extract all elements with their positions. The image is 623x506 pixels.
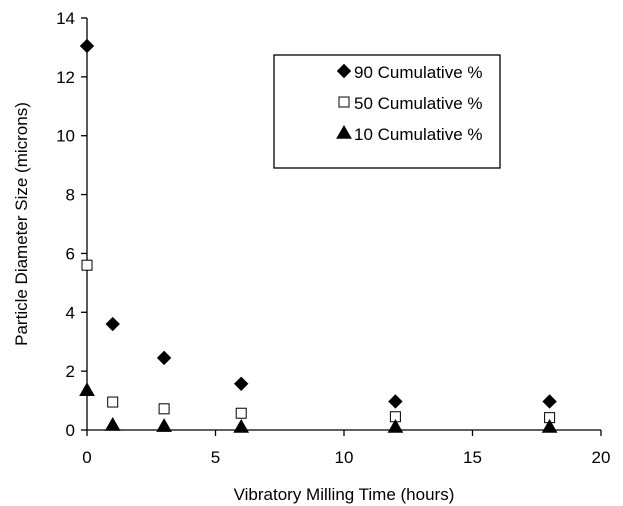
y-tick-label: 14 (56, 9, 75, 28)
data-point-series-2 (235, 407, 247, 419)
data-point-series-3 (541, 419, 558, 433)
data-point-series-2 (107, 396, 119, 408)
legend: 90 Cumulative % 50 Cumulative % 10 Cumulat… (273, 54, 501, 169)
legend-marker-series-2 (338, 96, 350, 108)
y-tick-label: 4 (66, 303, 75, 322)
data-point-series-1 (156, 350, 172, 366)
axes-layer (86, 18, 601, 431)
legend-label-series-3: 10 Cumulative % (354, 125, 483, 144)
data-point-series-3 (79, 382, 95, 397)
legend-box (273, 54, 501, 169)
legend-marker-series-1 (336, 63, 352, 79)
ticks-layer: 0 2 4 6 8 10 12 14 0 5 10 15 20 (56, 9, 610, 467)
data-point-series-1 (542, 394, 557, 409)
y-axis-title: Particle Diameter Size (microns) (12, 102, 31, 346)
data-point-series-1 (233, 376, 249, 392)
data-point-series-1 (105, 316, 120, 332)
x-tick-label: 15 (463, 448, 482, 467)
x-tick-label: 10 (335, 448, 354, 467)
x-axis-title: Vibratory Milling Time (hours) (234, 485, 455, 504)
data-point-series-3 (104, 416, 121, 431)
legend-label-series-1: 90 Cumulative % (354, 63, 483, 82)
y-tick-label: 0 (66, 421, 75, 440)
y-tick-label: 6 (66, 244, 75, 263)
y-tick-label: 8 (66, 186, 75, 205)
x-tick-label: 5 (211, 448, 220, 467)
data-point-series-3 (156, 418, 172, 432)
legend-marker-series-3 (336, 124, 352, 139)
y-tick-label: 2 (66, 362, 75, 381)
data-point-series-2 (81, 259, 93, 271)
data-point-series-2 (158, 403, 170, 415)
data-point-series-3 (233, 419, 250, 433)
data-point-series-1 (388, 394, 403, 409)
data-point-series-3 (387, 419, 404, 433)
x-tick-label: 0 (82, 448, 91, 467)
legend-label-series-2: 50 Cumulative % (354, 94, 483, 113)
y-tick-label: 10 (56, 127, 75, 146)
points-layer (79, 38, 558, 433)
y-tick-label: 12 (56, 68, 75, 87)
data-point-series-1 (79, 38, 95, 54)
x-tick-label: 20 (592, 448, 611, 467)
